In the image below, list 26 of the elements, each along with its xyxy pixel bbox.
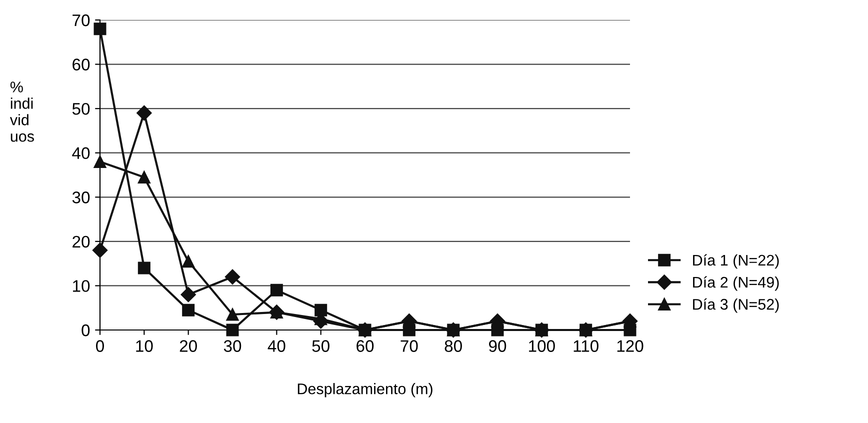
y-tick-label: 20 — [72, 236, 90, 248]
x-axis-title: Desplazamiento (m) — [298, 383, 432, 398]
x-tick-label: 10 — [136, 340, 153, 352]
y-tick-label: 10 — [73, 280, 90, 292]
x-tick-label: 60 — [356, 340, 374, 352]
x-tick-label: 120 — [617, 340, 644, 352]
y-tick-label: 70 — [72, 14, 90, 26]
y-tick-label: 60 — [72, 58, 90, 70]
legend-label: Día 3 (N=52) — [693, 298, 779, 313]
y-tick-label: 30 — [72, 192, 90, 204]
y-tick-label: 50 — [72, 102, 90, 115]
x-tick-label: 70 — [400, 340, 418, 352]
y-axis-title: % indi vid uos — [10, 82, 34, 142]
x-tick-label: 30 — [224, 340, 242, 352]
legend-label: Día 1 (N=22) — [693, 254, 779, 269]
x-tick-label: 20 — [180, 340, 197, 352]
y-tick-label: 40 — [72, 147, 90, 160]
x-tick-label: 40 — [268, 340, 286, 352]
x-tick-label: 0 — [96, 340, 104, 352]
x-tick-label: 50 — [312, 340, 330, 352]
x-tick-label: 110 — [574, 340, 598, 352]
x-tick-label: 90 — [489, 340, 506, 352]
legend-label: Día 2 (N=49) — [693, 276, 779, 291]
y-tick-label: 0 — [82, 324, 90, 336]
x-tick-label: 100 — [529, 340, 555, 352]
x-tick-label: 80 — [444, 340, 462, 352]
